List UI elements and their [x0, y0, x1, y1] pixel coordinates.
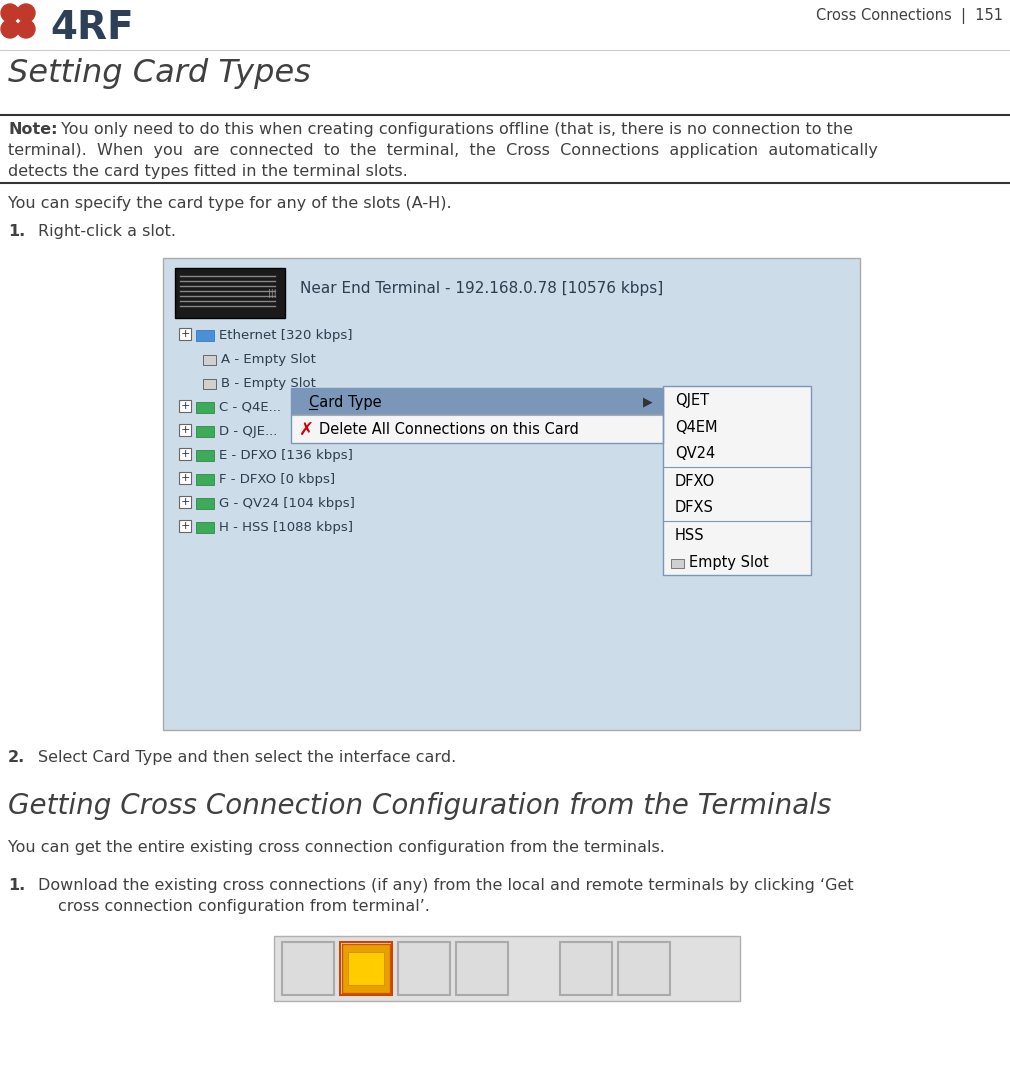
Text: Empty Slot: Empty Slot	[689, 555, 769, 570]
Bar	[560, 942, 612, 995]
Bar	[398, 942, 450, 995]
Text: Note:: Note:	[8, 122, 58, 137]
Text: Cross Connections  |  151: Cross Connections | 151	[816, 8, 1003, 24]
Bar	[342, 944, 390, 993]
Text: terminal).  When  you  are  connected  to  the  terminal,  the  Cross  Connectio: terminal). When you are connected to the…	[8, 143, 878, 158]
Bar	[179, 449, 191, 460]
Text: Near End Terminal - 192.168.0.78 [10576 kbps]: Near End Terminal - 192.168.0.78 [10576 …	[300, 280, 664, 295]
Text: Right-click a slot.: Right-click a slot.	[38, 224, 176, 239]
Text: Setting Card Types: Setting Card Types	[8, 58, 311, 89]
Text: Getting Cross Connection Configuration from the Terminals: Getting Cross Connection Configuration f…	[8, 792, 831, 820]
Text: 1.: 1.	[8, 878, 25, 893]
Circle shape	[17, 4, 35, 23]
Text: Q4EM: Q4EM	[675, 420, 717, 435]
Bar	[179, 424, 191, 436]
Bar	[348, 952, 384, 985]
Text: 1.: 1.	[8, 224, 25, 239]
Text: You only need to do this when creating configurations offline (that is, there is: You only need to do this when creating c…	[56, 122, 853, 137]
Bar	[163, 258, 860, 730]
Bar	[179, 496, 191, 508]
Bar	[179, 328, 191, 340]
Text: ▶: ▶	[643, 396, 653, 409]
Bar	[179, 400, 191, 412]
Text: ✗: ✗	[299, 421, 314, 439]
Text: QV24: QV24	[675, 446, 715, 461]
Bar	[179, 520, 191, 532]
Bar	[340, 942, 392, 995]
Bar	[196, 498, 214, 509]
Bar	[291, 388, 663, 414]
Text: +: +	[181, 401, 190, 411]
Text: Download the existing cross connections (if any) from the local and remote termi: Download the existing cross connections …	[38, 878, 853, 893]
Text: A - Empty Slot: A - Empty Slot	[221, 353, 316, 367]
Text: HSS: HSS	[675, 528, 705, 543]
Bar	[196, 402, 214, 413]
Text: Delete All Connections on this Card: Delete All Connections on this Card	[319, 423, 579, 438]
Text: detects the card types fitted in the terminal slots.: detects the card types fitted in the ter…	[8, 164, 408, 179]
Text: F - DFXO [0 kbps]: F - DFXO [0 kbps]	[219, 472, 335, 485]
Bar	[618, 942, 670, 995]
Bar	[196, 521, 214, 533]
Circle shape	[1, 20, 19, 38]
Bar	[456, 942, 508, 995]
Bar	[175, 268, 285, 318]
Text: Card Type: Card Type	[309, 395, 382, 410]
Text: Ethernet [320 kbps]: Ethernet [320 kbps]	[219, 328, 352, 341]
Text: Select Card Type and then select the interface card.: Select Card Type and then select the int…	[38, 750, 457, 765]
Text: +: +	[181, 473, 190, 483]
Circle shape	[1, 4, 19, 23]
Text: QJET: QJET	[675, 393, 709, 408]
Text: +: +	[181, 521, 190, 531]
Text: +: +	[181, 425, 190, 435]
Bar	[291, 388, 663, 443]
Text: You can specify the card type for any of the slots (A-H).: You can specify the card type for any of…	[8, 196, 451, 211]
Bar	[274, 936, 740, 1001]
Text: C - Q4E...: C - Q4E...	[219, 400, 281, 413]
Text: DFXS: DFXS	[675, 500, 714, 515]
Text: E - DFXO [136 kbps]: E - DFXO [136 kbps]	[219, 449, 352, 461]
Text: DFXO: DFXO	[675, 473, 715, 488]
Text: 4RF: 4RF	[50, 9, 133, 47]
Bar	[663, 386, 811, 575]
Text: +: +	[181, 449, 190, 459]
Text: H - HSS [1088 kbps]: H - HSS [1088 kbps]	[219, 520, 354, 533]
Bar	[196, 426, 214, 437]
Text: You can get the entire existing cross connection configuration from the terminal: You can get the entire existing cross co…	[8, 840, 665, 855]
Bar	[196, 474, 214, 485]
Bar	[196, 450, 214, 461]
Text: +: +	[181, 329, 190, 339]
Text: G - QV24 [104 kbps]: G - QV24 [104 kbps]	[219, 497, 355, 510]
Bar	[282, 942, 334, 995]
Bar	[203, 379, 216, 389]
Text: B - Empty Slot: B - Empty Slot	[221, 378, 316, 391]
Bar	[203, 355, 216, 365]
Text: cross connection configuration from terminal’.: cross connection configuration from term…	[58, 899, 430, 914]
Circle shape	[17, 20, 35, 38]
Bar	[196, 330, 214, 341]
Text: 2.: 2.	[8, 750, 25, 765]
Bar	[671, 559, 684, 568]
Text: +: +	[181, 497, 190, 508]
Text: D - QJE...: D - QJE...	[219, 425, 278, 438]
Bar	[291, 415, 663, 443]
Bar	[179, 472, 191, 484]
Text: |||: |||	[269, 289, 277, 297]
